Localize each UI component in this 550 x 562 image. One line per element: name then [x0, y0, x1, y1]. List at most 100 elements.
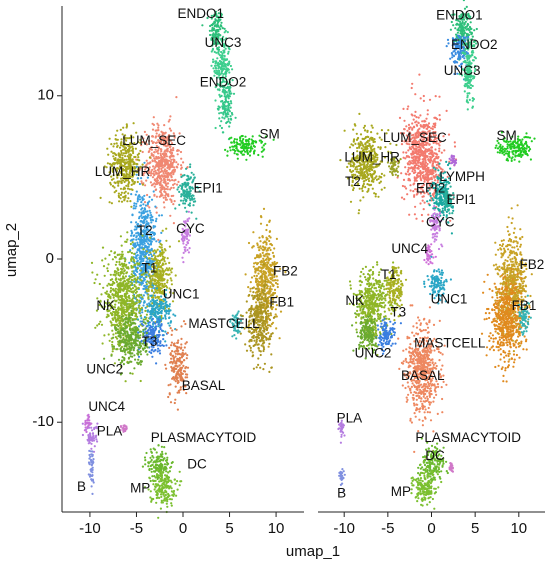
- scatter-point: [156, 295, 159, 298]
- scatter-point: [138, 311, 141, 314]
- scatter-point: [138, 283, 141, 286]
- cluster-cyc: [180, 210, 191, 264]
- scatter-point: [184, 185, 187, 188]
- scatter-point: [183, 346, 186, 349]
- scatter-point: [245, 349, 249, 352]
- scatter-point: [263, 309, 267, 312]
- scatter-point: [126, 348, 129, 351]
- scatter-point: [192, 200, 195, 203]
- scatter-point: [166, 269, 170, 272]
- scatter-point: [166, 257, 169, 260]
- scatter-point: [146, 216, 149, 219]
- scatter-point: [131, 188, 134, 191]
- scatter-point: [129, 321, 132, 324]
- scatter-point: [180, 366, 183, 369]
- scatter-point: [136, 315, 139, 318]
- scatter-point: [149, 174, 152, 177]
- scatter-point: [149, 300, 152, 303]
- scatter-point: [178, 203, 181, 206]
- scatter-point: [128, 328, 131, 331]
- scatter-point: [127, 286, 130, 289]
- scatter-point: [213, 74, 216, 77]
- scatter-point: [259, 318, 262, 321]
- scatter-point: [175, 362, 178, 365]
- scatter-point: [255, 140, 258, 144]
- scatter-point: [176, 183, 179, 186]
- scatter-point: [113, 191, 116, 194]
- scatter-point: [221, 75, 224, 78]
- scatter-point: [147, 293, 150, 296]
- scatter-point: [117, 158, 120, 161]
- scatter-point: [264, 253, 267, 256]
- scatter-point: [220, 15, 223, 18]
- scatter-point: [170, 175, 173, 178]
- scatter-point: [268, 230, 271, 233]
- scatter-point: [114, 274, 117, 277]
- scatter-point: [142, 239, 145, 242]
- scatter-point: [123, 269, 126, 272]
- scatter-point: [136, 267, 139, 270]
- scatter-point: [266, 264, 269, 268]
- scatter-point: [261, 297, 264, 300]
- scatter-point: [144, 253, 147, 256]
- scatter-point: [179, 199, 183, 202]
- scatter-point: [169, 321, 172, 324]
- scatter-point: [256, 267, 260, 270]
- scatter-point: [145, 283, 148, 286]
- scatter-point: [189, 165, 192, 169]
- scatter-point: [231, 145, 234, 148]
- scatter-point: [262, 368, 265, 371]
- scatter-point: [229, 64, 232, 68]
- scatter-point: [118, 316, 121, 319]
- scatter-point: [137, 362, 140, 366]
- scatter-point: [132, 238, 135, 241]
- scatter-point: [182, 242, 185, 245]
- scatter-point: [149, 181, 152, 184]
- scatter-point: [105, 290, 109, 293]
- scatter-point: [148, 166, 151, 169]
- scatter-point: [131, 270, 134, 273]
- scatter-point: [153, 185, 156, 188]
- scatter-point: [228, 137, 231, 140]
- scatter-point: [163, 124, 166, 127]
- scatter-point: [222, 88, 225, 92]
- scatter-point: [129, 306, 132, 309]
- scatter-point: [163, 179, 166, 182]
- scatter-point: [170, 158, 173, 161]
- scatter-point: [86, 422, 89, 425]
- scatter-point: [264, 246, 267, 249]
- scatter-point: [134, 341, 137, 344]
- scatter-point: [113, 347, 116, 350]
- scatter-point: [210, 77, 213, 80]
- scatter-point: [253, 150, 256, 153]
- scatter-point: [130, 251, 133, 255]
- scatter-point: [227, 52, 230, 55]
- scatter-point: [161, 274, 164, 277]
- scatter-point: [266, 280, 270, 283]
- scatter-point: [162, 196, 165, 199]
- scatter-point: [268, 220, 271, 223]
- scatter-point: [259, 340, 262, 343]
- scatter-point: [245, 140, 248, 143]
- scatter-point: [127, 179, 130, 182]
- scatter-point: [186, 366, 190, 369]
- scatter-point: [135, 288, 138, 291]
- scatter-point: [117, 273, 120, 277]
- scatter-point: [133, 344, 137, 347]
- scatter-point: [210, 14, 213, 17]
- scatter-point: [143, 316, 146, 319]
- scatter-point: [229, 115, 232, 118]
- scatter-point: [251, 351, 254, 354]
- scatter-point: [182, 320, 186, 323]
- scatter-point: [115, 348, 118, 351]
- scatter-point: [145, 238, 148, 241]
- scatter-point: [99, 320, 102, 323]
- scatter-point: [125, 272, 128, 275]
- scatter-point: [161, 175, 164, 178]
- scatter-point: [110, 150, 113, 153]
- scatter-point: [215, 51, 218, 54]
- scatter-point: [127, 323, 130, 326]
- scatter-point: [214, 86, 217, 89]
- scatter-point: [168, 118, 171, 121]
- scatter-point: [172, 222, 175, 225]
